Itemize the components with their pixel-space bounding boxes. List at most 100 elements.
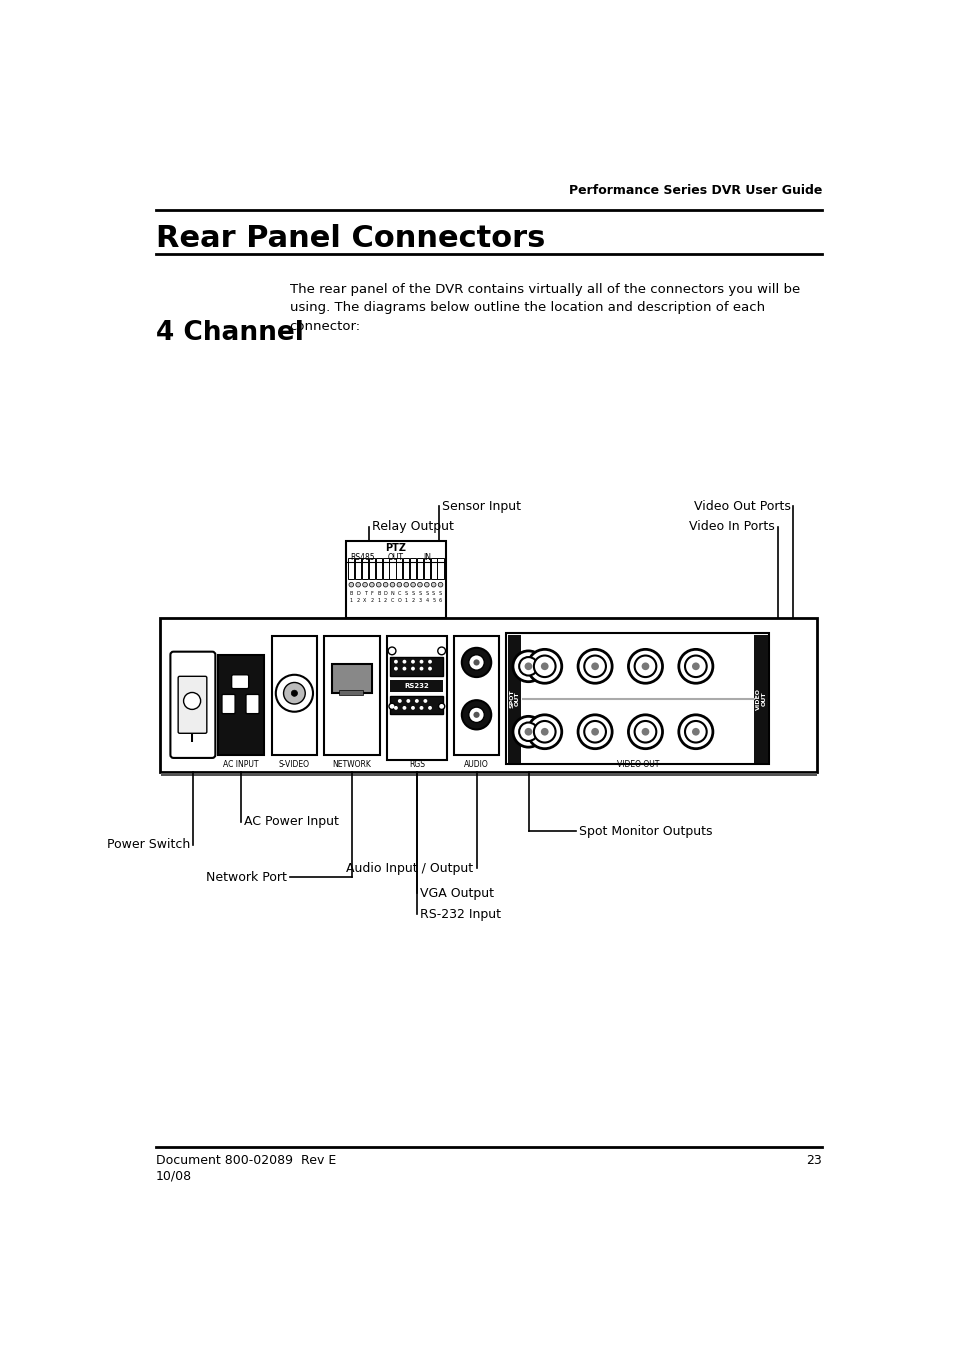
- Text: I: I: [190, 735, 193, 744]
- Circle shape: [394, 667, 397, 670]
- Circle shape: [376, 582, 380, 587]
- Circle shape: [428, 660, 432, 663]
- Circle shape: [397, 700, 401, 702]
- Circle shape: [183, 693, 200, 709]
- Bar: [345, 541, 446, 618]
- Text: AUDIO: AUDIO: [464, 759, 488, 769]
- Text: 2: 2: [356, 598, 359, 602]
- Text: 2: 2: [384, 598, 387, 602]
- Text: RGS: RGS: [409, 759, 424, 769]
- Circle shape: [389, 704, 395, 709]
- Text: Video In Ports: Video In Ports: [688, 521, 774, 533]
- Text: 2: 2: [370, 598, 373, 602]
- Text: D: D: [383, 591, 387, 595]
- Bar: [159, 618, 816, 772]
- Text: Document 800-02089  Rev E: Document 800-02089 Rev E: [155, 1154, 335, 1168]
- Text: 1: 1: [376, 598, 380, 602]
- Circle shape: [362, 582, 367, 587]
- Text: C: C: [391, 598, 394, 602]
- Text: NETWORK: NETWORK: [332, 759, 371, 769]
- Circle shape: [424, 582, 429, 587]
- Bar: [369, 557, 375, 579]
- Text: RS485: RS485: [350, 553, 375, 563]
- Text: Video Out Ports: Video Out Ports: [693, 499, 790, 513]
- Text: S: S: [411, 591, 415, 595]
- Text: Rear Panel Connectors: Rear Panel Connectors: [155, 224, 544, 252]
- Circle shape: [468, 655, 484, 670]
- Circle shape: [534, 655, 555, 677]
- Circle shape: [402, 667, 406, 670]
- Text: S-VIDEO: S-VIDEO: [278, 759, 310, 769]
- Circle shape: [691, 728, 699, 735]
- Text: 3: 3: [418, 598, 421, 602]
- Circle shape: [513, 651, 543, 682]
- Circle shape: [411, 706, 415, 709]
- Bar: [390, 658, 443, 675]
- Bar: [454, 636, 498, 755]
- Circle shape: [355, 582, 360, 587]
- Circle shape: [591, 663, 598, 670]
- Bar: [403, 557, 409, 579]
- Circle shape: [628, 650, 661, 683]
- Circle shape: [423, 700, 427, 702]
- Bar: [161, 773, 816, 777]
- Circle shape: [684, 721, 706, 743]
- Circle shape: [417, 582, 422, 587]
- Circle shape: [394, 706, 397, 709]
- Text: Performance Series DVR User Guide: Performance Series DVR User Guide: [568, 184, 821, 197]
- Text: 10/08: 10/08: [155, 1169, 192, 1182]
- Bar: [505, 633, 769, 763]
- Bar: [348, 557, 354, 579]
- Circle shape: [679, 650, 712, 683]
- Text: Spot Monitor Outputs: Spot Monitor Outputs: [578, 824, 712, 838]
- Bar: [507, 635, 521, 762]
- Circle shape: [628, 715, 661, 749]
- Text: VIDEO
OUT: VIDEO OUT: [755, 687, 765, 709]
- Bar: [416, 557, 422, 579]
- Circle shape: [403, 582, 408, 587]
- Text: Power Switch: Power Switch: [107, 838, 190, 852]
- Text: Audio Input / Output: Audio Input / Output: [346, 861, 473, 875]
- Circle shape: [431, 582, 436, 587]
- Bar: [375, 557, 381, 579]
- Bar: [430, 557, 436, 579]
- Circle shape: [578, 715, 612, 749]
- Text: C: C: [397, 591, 400, 595]
- Circle shape: [419, 706, 423, 709]
- Text: 5: 5: [432, 598, 435, 602]
- Circle shape: [438, 704, 444, 709]
- Circle shape: [369, 582, 374, 587]
- Text: SPOT
OUT: SPOT OUT: [509, 689, 519, 708]
- Circle shape: [591, 728, 598, 735]
- Bar: [361, 557, 368, 579]
- FancyBboxPatch shape: [246, 694, 259, 713]
- Text: IN: IN: [422, 553, 431, 563]
- Circle shape: [419, 667, 423, 670]
- Text: RS232: RS232: [404, 683, 429, 689]
- Text: AC Power Input: AC Power Input: [244, 815, 338, 829]
- Circle shape: [390, 582, 395, 587]
- Bar: [410, 557, 416, 579]
- Circle shape: [283, 682, 305, 704]
- Circle shape: [275, 675, 313, 712]
- Bar: [395, 557, 402, 579]
- Circle shape: [641, 728, 649, 735]
- Circle shape: [583, 655, 605, 677]
- Text: Relay Output: Relay Output: [372, 521, 454, 533]
- Circle shape: [394, 660, 397, 663]
- Text: S: S: [418, 591, 421, 595]
- FancyBboxPatch shape: [178, 677, 207, 734]
- Text: RS-232 Input: RS-232 Input: [419, 907, 500, 921]
- Bar: [382, 557, 388, 579]
- Bar: [217, 655, 264, 755]
- Text: F: F: [370, 591, 373, 595]
- Bar: [323, 636, 379, 755]
- Circle shape: [518, 658, 537, 675]
- Circle shape: [411, 582, 415, 587]
- Circle shape: [527, 650, 561, 683]
- Bar: [423, 557, 430, 579]
- Bar: [753, 635, 767, 762]
- Text: 4 Channel: 4 Channel: [155, 320, 303, 346]
- Text: 4: 4: [425, 598, 428, 602]
- Circle shape: [396, 582, 401, 587]
